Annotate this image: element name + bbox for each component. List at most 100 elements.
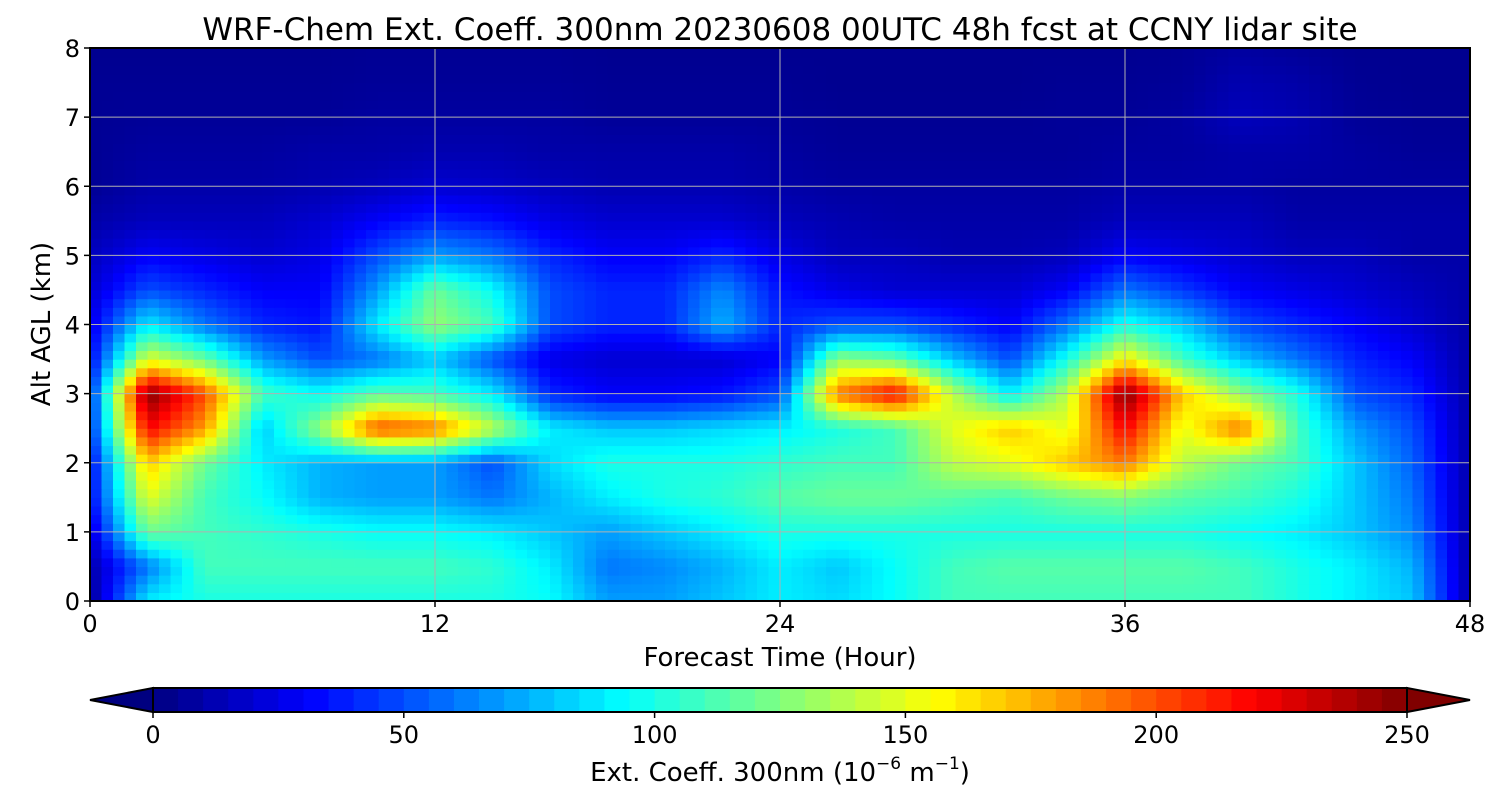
heatmap-cell — [285, 341, 298, 352]
heatmap-cell — [492, 255, 505, 265]
heatmap-cell — [722, 333, 735, 343]
heatmap-cell — [699, 419, 712, 429]
heatmap-cell — [941, 445, 954, 455]
heatmap-cell — [274, 540, 287, 550]
heatmap-cell — [550, 523, 563, 533]
heatmap-cell — [573, 549, 586, 559]
heatmap-cell — [573, 471, 586, 481]
heatmap-cell — [1274, 454, 1287, 464]
heatmap-cell — [1355, 549, 1368, 559]
heatmap-cell — [1435, 549, 1448, 559]
heatmap-cell — [297, 264, 310, 274]
heatmap-cell — [1090, 531, 1103, 542]
heatmap-cell — [1447, 480, 1460, 490]
heatmap-cell — [1401, 531, 1414, 542]
heatmap-cell — [745, 436, 758, 447]
heatmap-cell — [1010, 393, 1023, 403]
heatmap-cell — [469, 540, 482, 550]
heatmap-cell — [412, 410, 425, 421]
heatmap-cell — [377, 445, 390, 455]
heatmap-cell — [1159, 540, 1172, 550]
heatmap-cell — [136, 462, 149, 472]
heatmap-cell — [1251, 436, 1264, 447]
heatmap-cell — [1228, 557, 1241, 568]
heatmap-cell — [1343, 333, 1356, 343]
heatmap-cell — [469, 341, 482, 352]
heatmap-cell — [676, 281, 689, 291]
heatmap-cell — [1286, 264, 1299, 274]
heatmap-cell — [1286, 462, 1299, 472]
heatmap-cell — [320, 384, 333, 395]
heatmap-cell — [308, 298, 321, 308]
heatmap-cell — [952, 592, 965, 601]
heatmap-cell — [492, 428, 505, 438]
heatmap-cell — [676, 238, 689, 248]
heatmap-cell — [895, 505, 908, 516]
heatmap-cell — [745, 298, 758, 308]
heatmap-cell — [1378, 324, 1391, 334]
heatmap-cell — [1286, 376, 1299, 386]
heatmap-cell — [1366, 480, 1379, 490]
heatmap-cell — [1320, 272, 1333, 282]
heatmap-cell — [412, 488, 425, 498]
heatmap-cell — [665, 540, 678, 550]
heatmap-cell — [561, 566, 574, 576]
heatmap-cell — [734, 393, 747, 403]
heatmap-cell — [297, 428, 310, 438]
heatmap-cell — [469, 272, 482, 282]
heatmap-cell — [1159, 359, 1172, 369]
heatmap-cell — [780, 324, 793, 334]
heatmap-cell — [1263, 410, 1276, 421]
heatmap-cell — [159, 462, 172, 472]
heatmap-cell — [906, 462, 919, 472]
heatmap-cell — [1240, 393, 1253, 403]
heatmap-cell — [1217, 393, 1230, 403]
heatmap-cell — [1240, 333, 1253, 343]
heatmap-cell — [182, 272, 195, 282]
heatmap-cell — [274, 238, 287, 248]
heatmap-cell — [101, 523, 114, 533]
heatmap-cell — [1182, 333, 1195, 343]
heatmap-cell — [527, 376, 540, 386]
heatmap-cell — [1435, 540, 1448, 550]
heatmap-cell — [251, 514, 264, 524]
heatmap-cell — [630, 324, 643, 334]
heatmap-cell — [872, 307, 885, 317]
heatmap-cell — [354, 264, 367, 274]
heatmap-cell — [1033, 523, 1046, 533]
heatmap-cell — [745, 462, 758, 472]
heatmap-cell — [791, 428, 804, 438]
heatmap-cell — [1458, 281, 1470, 291]
heatmap-cell — [665, 272, 678, 282]
heatmap-cell — [1217, 428, 1230, 438]
heatmap-cell — [1412, 384, 1425, 395]
heatmap-cell — [1182, 367, 1195, 377]
heatmap-cell — [1010, 315, 1023, 326]
heatmap-cell — [527, 428, 540, 438]
heatmap-cell — [1125, 246, 1138, 256]
heatmap-cell — [90, 531, 103, 542]
heatmap-cell — [780, 583, 793, 593]
heatmap-cell — [515, 246, 528, 256]
heatmap-cell — [1240, 367, 1253, 377]
heatmap-cell — [90, 505, 103, 516]
heatmap-cell — [1044, 514, 1057, 524]
heatmap-cell — [354, 238, 367, 248]
heatmap-cell — [1251, 410, 1264, 421]
heatmap-cell — [688, 575, 701, 585]
heatmap-cell — [791, 393, 804, 403]
heatmap-cell — [860, 523, 873, 533]
heatmap-cell — [872, 583, 885, 593]
heatmap-cell — [205, 307, 218, 317]
heatmap-cell — [124, 246, 137, 256]
heatmap-cell — [584, 454, 597, 464]
heatmap-cell — [331, 315, 344, 326]
heatmap-cell — [883, 281, 896, 291]
heatmap-cell — [964, 523, 977, 533]
heatmap-cell — [320, 341, 333, 352]
heatmap-cell — [446, 436, 459, 447]
heatmap-cell — [791, 592, 804, 601]
heatmap-cell — [1343, 419, 1356, 429]
heatmap-cell — [1366, 359, 1379, 369]
heatmap-cell — [1401, 488, 1414, 498]
